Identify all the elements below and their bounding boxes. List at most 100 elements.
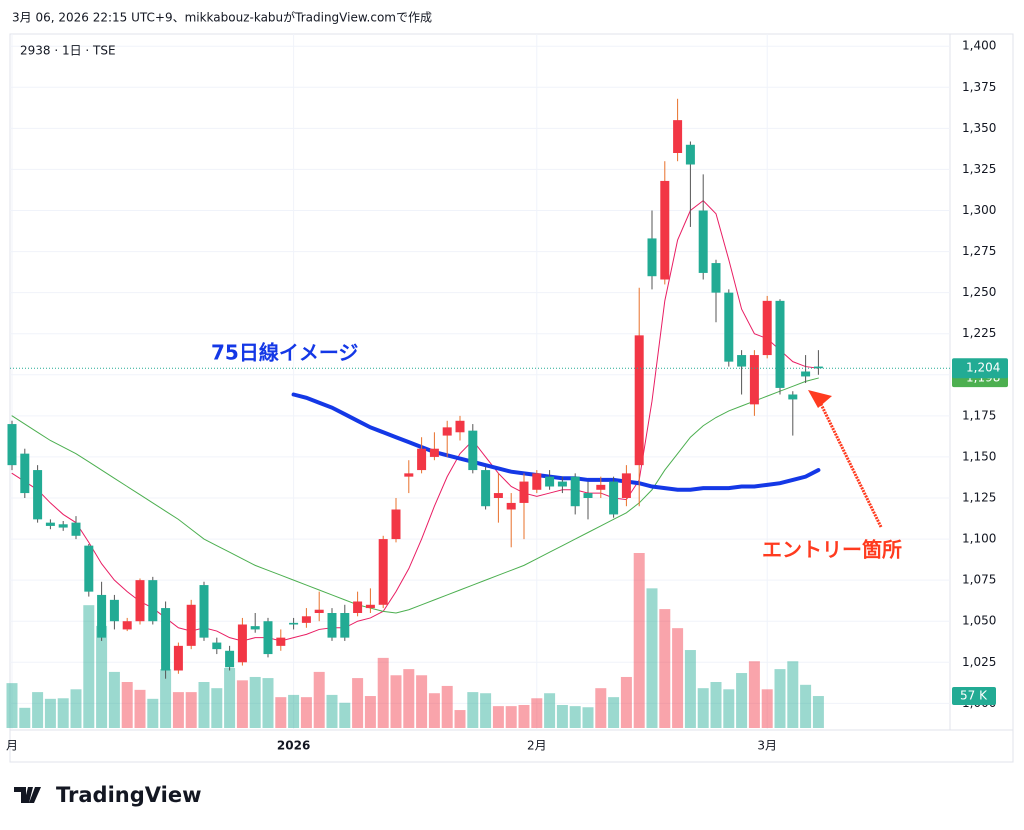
x-tick-label: 月 xyxy=(6,739,18,753)
candle-body xyxy=(250,626,260,630)
logo-text: TradingView xyxy=(56,783,201,807)
y-tick-label: 1,050 xyxy=(962,614,996,628)
y-tick-label: 1,350 xyxy=(962,121,996,135)
volume-bar xyxy=(377,657,389,728)
candle-body xyxy=(391,509,401,540)
y-tick-label: 1,400 xyxy=(962,39,996,53)
candle-body xyxy=(570,476,580,507)
candle-body xyxy=(314,609,324,613)
volume-bar xyxy=(83,605,95,728)
volume-bar xyxy=(160,669,172,728)
y-tick-label: 1,025 xyxy=(962,655,996,669)
candle-body xyxy=(109,599,119,622)
y-tick-label: 1,075 xyxy=(962,573,996,587)
volume-bar xyxy=(121,682,133,728)
candle-body xyxy=(455,420,465,433)
volume-bar xyxy=(582,707,594,728)
candle-body xyxy=(813,366,823,369)
volume-bar xyxy=(505,706,517,728)
volume-bar xyxy=(96,625,108,728)
volume-bar xyxy=(32,692,44,728)
candle-body xyxy=(532,473,542,490)
price-tag xyxy=(952,358,1008,379)
y-tick-label: 1,175 xyxy=(962,408,996,422)
ma-line xyxy=(291,392,821,492)
volume-bar xyxy=(672,628,684,728)
plot: 1,0001,0251,0501,0751,1001,1251,1501,175… xyxy=(6,34,1008,753)
volume-bar xyxy=(787,661,799,728)
volume-bar xyxy=(736,673,748,728)
ma-line xyxy=(11,199,819,642)
volume-bar xyxy=(236,680,248,728)
candle-body xyxy=(33,470,43,520)
volume-bar xyxy=(608,697,620,728)
logo xyxy=(14,787,41,803)
candle-body xyxy=(596,484,606,490)
candle-body xyxy=(506,502,516,510)
volume-bar xyxy=(620,676,632,728)
volume-bar xyxy=(6,683,18,728)
volume-bar xyxy=(774,669,786,728)
volume-bar xyxy=(185,692,197,728)
candle-body xyxy=(647,238,657,277)
caption: 3月 06, 2026 22:15 UTC+9、mikkabouz-kabuがT… xyxy=(12,10,432,25)
volume-bar xyxy=(697,688,709,728)
volume-bar xyxy=(569,706,581,728)
volume-bar xyxy=(416,675,428,728)
volume-bar xyxy=(364,696,376,728)
volume-bar xyxy=(812,696,824,728)
volume-bar xyxy=(710,682,722,728)
annotation: エントリー箇所 xyxy=(762,538,902,562)
volume-bar xyxy=(646,588,658,728)
candle-body xyxy=(84,545,94,592)
volume-bar xyxy=(531,698,543,728)
y-tick-label: 1,125 xyxy=(962,491,996,505)
volume-bar xyxy=(723,689,735,728)
candle-body xyxy=(340,613,350,638)
candle-body xyxy=(289,622,299,625)
volume-bar xyxy=(454,710,466,728)
volume-bar xyxy=(748,661,760,728)
candle-body xyxy=(545,476,555,487)
candle-body xyxy=(737,355,747,367)
candle-body xyxy=(609,481,619,515)
volume-bar xyxy=(339,702,351,728)
volume-bar xyxy=(800,684,812,728)
candle-body xyxy=(493,493,503,498)
candle-body xyxy=(468,430,478,471)
candle-body xyxy=(148,580,158,622)
ma75-label: 75日線イメージ xyxy=(211,341,358,365)
candle-body xyxy=(20,453,30,494)
volume-bar xyxy=(428,693,440,728)
volume-bar xyxy=(262,678,274,728)
volume-bar xyxy=(275,697,287,728)
volume-bar xyxy=(480,693,492,728)
candle-body xyxy=(417,448,427,471)
candle-body xyxy=(45,522,55,526)
volume-bar xyxy=(556,705,568,728)
ma-line xyxy=(11,377,819,614)
candle-body xyxy=(481,470,491,507)
candle-body xyxy=(7,424,17,466)
x-tick-label: 3月 xyxy=(757,739,777,753)
candle-body xyxy=(429,448,439,457)
candle-body xyxy=(749,355,759,405)
y-tick-label: 1,300 xyxy=(962,203,996,217)
candle-body xyxy=(724,292,734,362)
x-tick-label: 2月 xyxy=(527,739,547,753)
candle-body xyxy=(186,604,196,646)
y-tick-label: 1,100 xyxy=(962,532,996,546)
candle-body xyxy=(762,300,772,356)
volume-bar xyxy=(403,669,415,728)
price-label: 1,204 xyxy=(966,361,1000,375)
volume-bar xyxy=(761,689,773,728)
candle-body xyxy=(225,650,235,668)
y-tick-label: 1,275 xyxy=(962,244,996,258)
candle-body xyxy=(327,613,337,638)
volume-bar xyxy=(544,693,556,728)
candle-body xyxy=(173,645,183,671)
volume-tag xyxy=(952,687,996,706)
